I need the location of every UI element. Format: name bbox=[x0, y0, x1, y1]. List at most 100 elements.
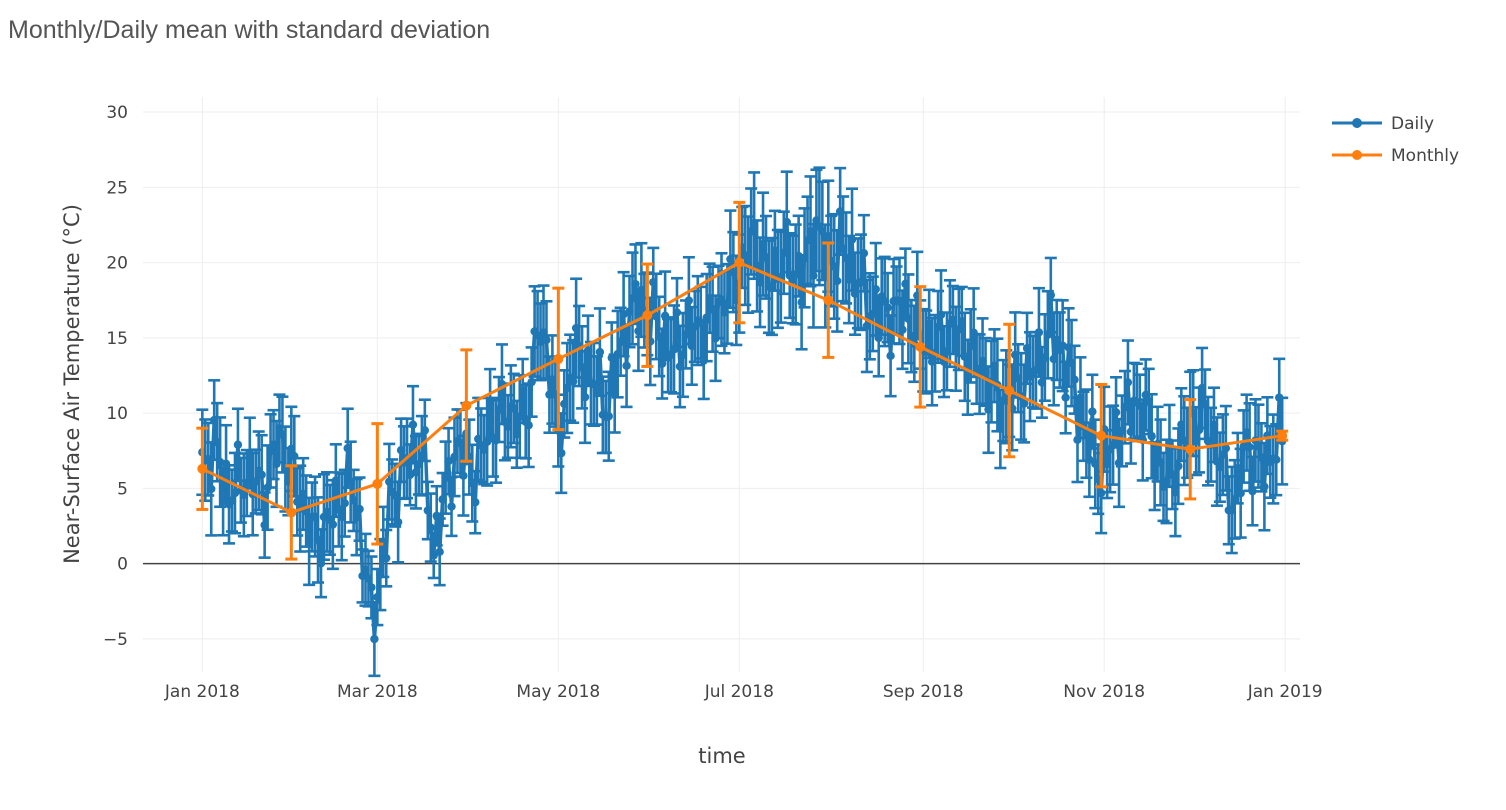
daily-point bbox=[1147, 432, 1156, 441]
daily-point bbox=[485, 400, 495, 409]
daily-point bbox=[542, 335, 551, 345]
daily-point bbox=[1123, 378, 1133, 387]
daily-point bbox=[669, 345, 679, 354]
daily-point bbox=[245, 448, 254, 458]
daily-point bbox=[1230, 495, 1239, 504]
daily-point bbox=[1200, 400, 1210, 409]
daily-point bbox=[1108, 440, 1118, 450]
daily-point bbox=[631, 279, 640, 289]
daily-point bbox=[1102, 459, 1112, 469]
daily-point bbox=[1043, 330, 1053, 339]
daily-point bbox=[349, 496, 358, 505]
daily-point bbox=[548, 375, 557, 384]
x-axis-ticks: Jan 2018 Mar 2018 May 2018 Jul 2018 Sep 2018… bbox=[164, 682, 1323, 702]
daily-point bbox=[1085, 455, 1094, 464]
monthly-series[interactable] bbox=[196, 200, 1289, 561]
daily-point bbox=[1218, 450, 1228, 459]
daily-point bbox=[447, 502, 456, 511]
daily-point bbox=[652, 312, 661, 321]
daily-point bbox=[539, 328, 548, 337]
daily-point bbox=[1022, 344, 1032, 353]
daily-point bbox=[841, 253, 851, 263]
daily-point bbox=[711, 334, 720, 343]
monthly-point bbox=[734, 257, 745, 268]
daily-point bbox=[1177, 420, 1186, 429]
daily-point bbox=[512, 430, 521, 439]
y-axis-title: Near-Surface Air Temperature (°C) bbox=[60, 204, 84, 564]
daily-point bbox=[901, 279, 910, 289]
monthly-point bbox=[286, 507, 297, 518]
daily-point bbox=[844, 275, 854, 284]
x-tick-label: Sep 2018 bbox=[883, 682, 964, 702]
daily-point bbox=[227, 496, 237, 505]
daily-point bbox=[1049, 354, 1058, 364]
daily-point bbox=[1046, 290, 1056, 300]
daily-point bbox=[367, 583, 376, 592]
daily-point bbox=[770, 246, 780, 255]
daily-point bbox=[239, 490, 249, 500]
daily-point bbox=[408, 420, 418, 429]
daily-point bbox=[515, 412, 524, 421]
daily-point bbox=[1260, 482, 1269, 491]
daily-point bbox=[806, 227, 815, 236]
daily-point bbox=[557, 448, 566, 458]
daily-point bbox=[978, 356, 987, 366]
daily-point bbox=[438, 495, 447, 504]
daily-point bbox=[1114, 458, 1124, 468]
daily-point bbox=[1031, 366, 1041, 375]
daily-point bbox=[809, 271, 818, 280]
daily-point bbox=[361, 565, 370, 574]
daily-point bbox=[459, 471, 468, 480]
daily-point bbox=[580, 392, 590, 402]
daily-point bbox=[1076, 393, 1085, 402]
daily-point bbox=[373, 592, 382, 602]
daily-point bbox=[696, 318, 705, 327]
daily-point bbox=[672, 308, 682, 317]
daily-point bbox=[382, 553, 391, 563]
legend-swatch-marker bbox=[1352, 150, 1362, 160]
daily-point bbox=[927, 357, 937, 366]
daily-point bbox=[1245, 442, 1254, 452]
legend-swatch-marker bbox=[1352, 118, 1362, 128]
daily-point bbox=[835, 207, 845, 216]
daily-point bbox=[328, 520, 338, 529]
daily-point bbox=[1248, 486, 1257, 496]
daily-point bbox=[936, 310, 946, 320]
daily-point bbox=[1064, 343, 1073, 352]
daily-point bbox=[1197, 383, 1207, 393]
daily-point bbox=[272, 459, 281, 469]
daily-point bbox=[299, 489, 308, 499]
daily-point bbox=[933, 322, 943, 332]
daily-point bbox=[456, 438, 465, 448]
daily-point bbox=[444, 457, 453, 466]
daily-point bbox=[1034, 328, 1044, 337]
legend[interactable]: Daily Monthly bbox=[1332, 114, 1459, 166]
daily-point bbox=[269, 440, 278, 449]
monthly-point bbox=[642, 310, 653, 321]
daily-point bbox=[278, 430, 287, 439]
daily-point bbox=[441, 473, 450, 482]
daily-point bbox=[957, 317, 966, 326]
x-tick-label: Jul 2018 bbox=[704, 682, 774, 702]
daily-point bbox=[824, 232, 833, 241]
daily-point bbox=[450, 452, 459, 462]
daily-point bbox=[242, 478, 252, 488]
daily-point bbox=[343, 443, 352, 453]
daily-point bbox=[767, 282, 777, 291]
daily-point bbox=[1019, 399, 1029, 408]
legend-item-daily: Daily bbox=[1332, 114, 1434, 134]
daily-series[interactable] bbox=[196, 166, 1289, 678]
daily-point bbox=[628, 294, 637, 303]
daily-point bbox=[1061, 393, 1070, 402]
legend-item-monthly: Monthly bbox=[1332, 146, 1459, 166]
y-tick-label: 15 bbox=[106, 329, 128, 349]
daily-point bbox=[1141, 390, 1150, 400]
monthly-point bbox=[915, 341, 926, 352]
daily-point bbox=[221, 459, 231, 469]
daily-point bbox=[681, 330, 691, 339]
daily-point bbox=[1150, 471, 1159, 481]
daily-point bbox=[1037, 378, 1047, 387]
daily-point bbox=[233, 440, 243, 449]
daily-point bbox=[420, 426, 430, 435]
daily-point bbox=[435, 547, 444, 557]
